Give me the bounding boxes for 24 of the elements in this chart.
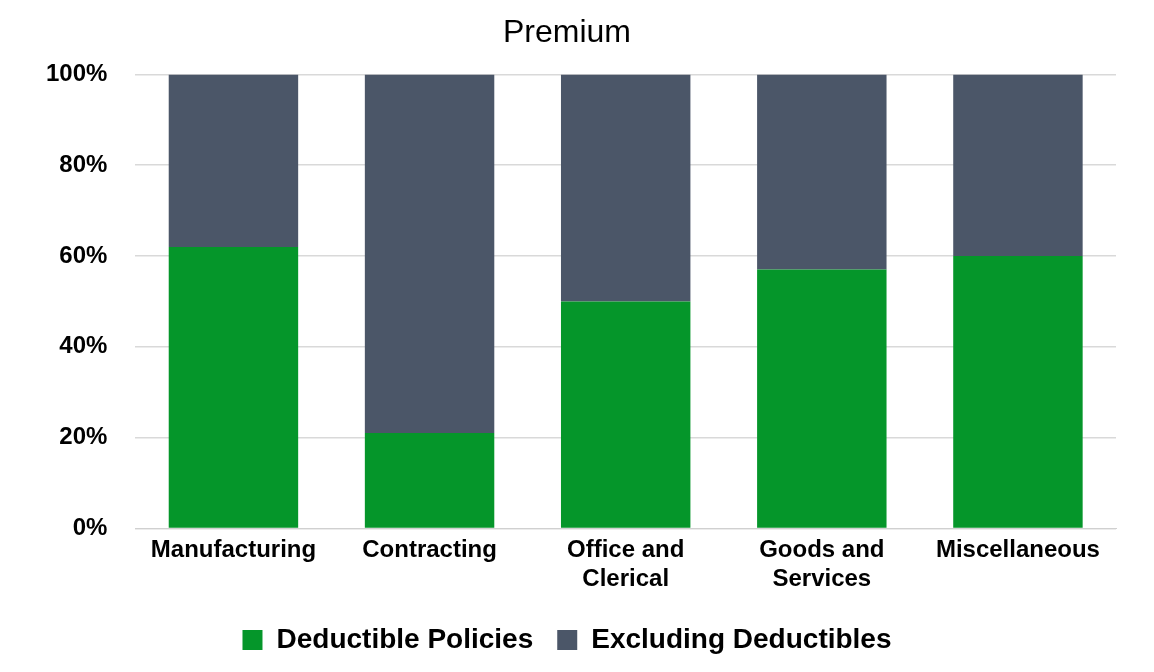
- bar: [364, 74, 495, 434]
- bar: [364, 433, 495, 528]
- legend-label: Excluding Deductibles: [591, 622, 892, 654]
- x-tick-label: Contracting: [362, 535, 497, 563]
- bar: [757, 74, 887, 270]
- bar: [168, 74, 299, 247]
- bar: [168, 246, 299, 528]
- x-tick-label: Manufacturing: [150, 535, 317, 563]
- y-tick-label: 100%: [45, 59, 108, 87]
- x-tick-label: Goods and Services: [759, 535, 885, 592]
- y-tick-label: 80%: [59, 149, 108, 177]
- y-tick-label: 40%: [59, 331, 108, 359]
- legend-label: Deductible Policies: [276, 622, 534, 654]
- bar: [757, 269, 887, 528]
- bar: [953, 256, 1083, 528]
- bar: [953, 74, 1083, 256]
- y-tick-label: 0%: [72, 513, 108, 541]
- x-tick-label: Office and Clerical: [567, 535, 685, 592]
- y-tick-label: 20%: [59, 422, 108, 450]
- bar: [560, 74, 691, 302]
- chart-title: Premium: [502, 13, 632, 50]
- y-tick-label: 60%: [59, 240, 108, 268]
- bar: [560, 301, 691, 528]
- x-tick-label: Miscellaneous: [935, 535, 1100, 563]
